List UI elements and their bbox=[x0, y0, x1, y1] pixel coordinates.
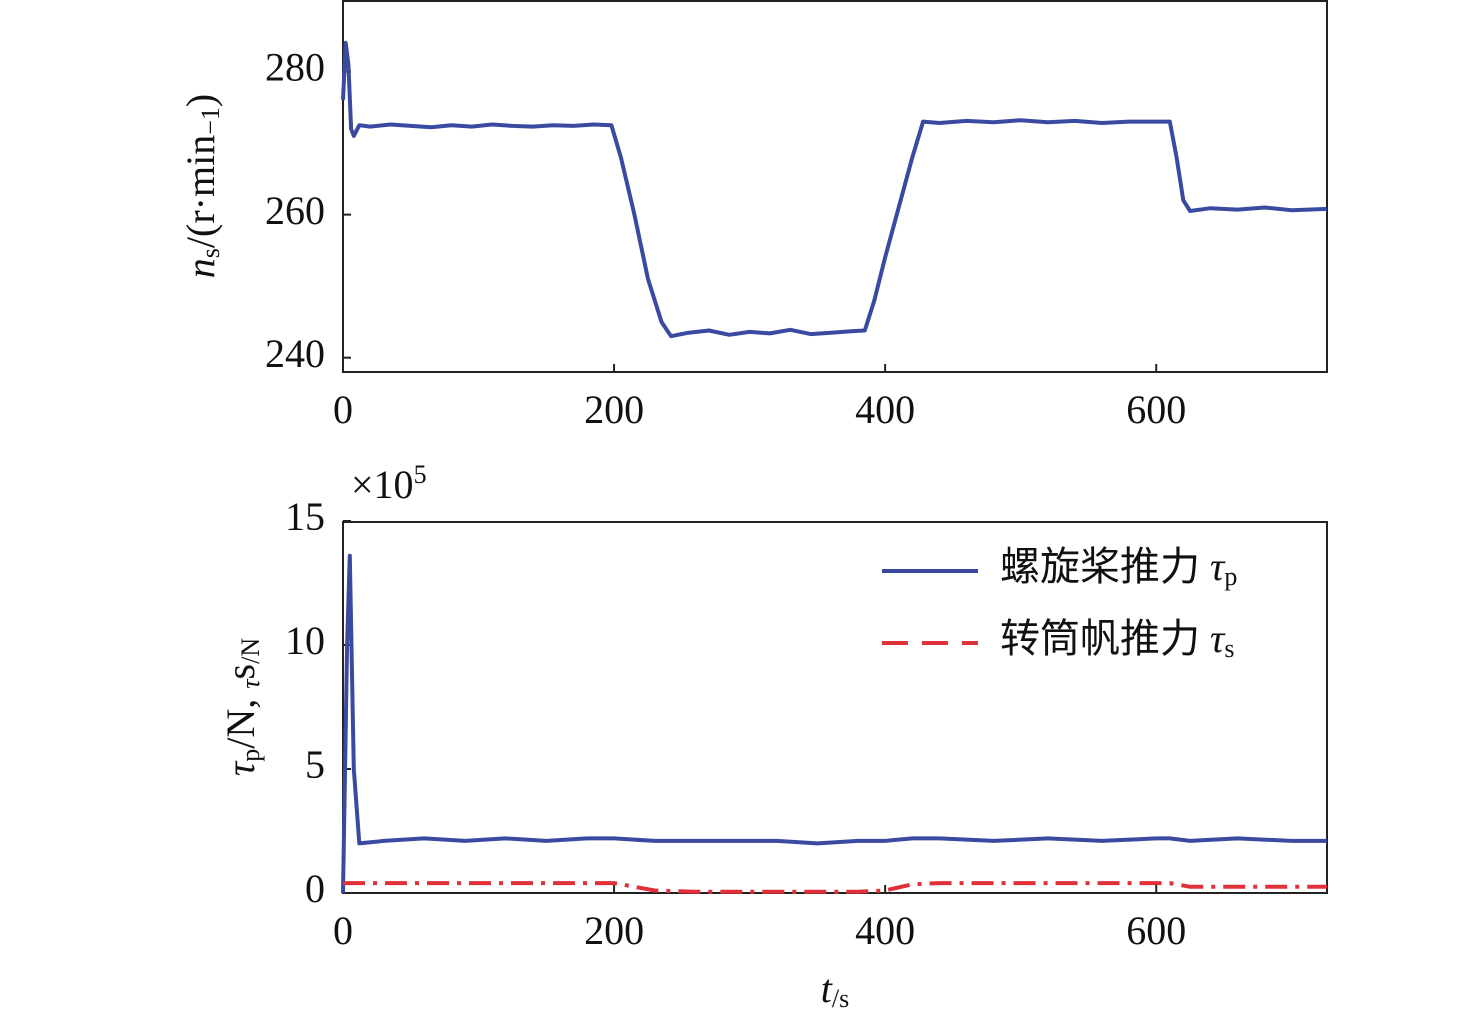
x-tick-label: 0 bbox=[333, 908, 353, 953]
legend-sub: s bbox=[1224, 634, 1234, 663]
offset-text: ×105 bbox=[351, 460, 427, 507]
offset-text-part: 5 bbox=[414, 460, 427, 489]
x-axis-label-part: t bbox=[821, 966, 833, 1011]
y-axis-label-part: s bbox=[196, 248, 225, 258]
y-axis-label-part: τ bbox=[218, 760, 263, 776]
legend-text: 转筒帆推力 bbox=[1000, 616, 1210, 661]
y-axis-label-part: n bbox=[178, 258, 223, 278]
y-tick-label: 0 bbox=[305, 866, 325, 911]
series-line bbox=[341, 40, 1328, 339]
legend-symbol: τ bbox=[1210, 544, 1226, 589]
y-axis-label-part: /(r·min bbox=[178, 135, 223, 248]
x-tick-label: 400 bbox=[855, 387, 915, 432]
series-line bbox=[341, 553, 1327, 894]
y-axis-label-part: τ bbox=[236, 678, 265, 689]
y-axis-label-part: /N bbox=[236, 638, 265, 664]
y-tick-label: 5 bbox=[305, 742, 325, 787]
legend-symbol: τ bbox=[1210, 616, 1226, 661]
y-tick-label: 260 bbox=[265, 188, 325, 233]
x-tick-label: 200 bbox=[584, 908, 644, 953]
x-tick-label: 0 bbox=[333, 387, 353, 432]
x-axis-label-part: /s bbox=[832, 984, 849, 1013]
x-axis-label: t/s bbox=[821, 966, 849, 1013]
series-line bbox=[343, 881, 1327, 894]
x-tick-label: 400 bbox=[855, 908, 915, 953]
x-tick-label: 600 bbox=[1126, 908, 1186, 953]
y-axis-label-part: p bbox=[236, 749, 265, 762]
y-tick-label: 240 bbox=[265, 331, 325, 376]
y-axis-label: τp/N, τs/N bbox=[218, 638, 265, 776]
y-tick-label: 10 bbox=[285, 618, 325, 663]
x-tick-label: 200 bbox=[584, 387, 644, 432]
y-axis-label-part: −1 bbox=[196, 107, 225, 135]
y-tick-label: 280 bbox=[265, 45, 325, 90]
legend-label: 转筒帆推力 τs bbox=[1000, 616, 1234, 663]
offset-text-part: ×10 bbox=[351, 462, 414, 507]
plot-frame bbox=[342, 0, 1328, 373]
legend-text: 螺旋桨推力 bbox=[1000, 544, 1210, 589]
legend-label: 螺旋桨推力 τp bbox=[1000, 544, 1237, 591]
x-tick-label: 600 bbox=[1126, 387, 1186, 432]
legend-sub: p bbox=[1224, 562, 1237, 591]
y-tick-label: 15 bbox=[285, 494, 325, 539]
y-axis-label-part: s bbox=[218, 664, 263, 680]
y-axis-label: ns/(r·min−1) bbox=[178, 94, 225, 278]
y-axis-label-part: /N, bbox=[218, 689, 263, 749]
y-axis-label-part: ) bbox=[178, 94, 223, 107]
